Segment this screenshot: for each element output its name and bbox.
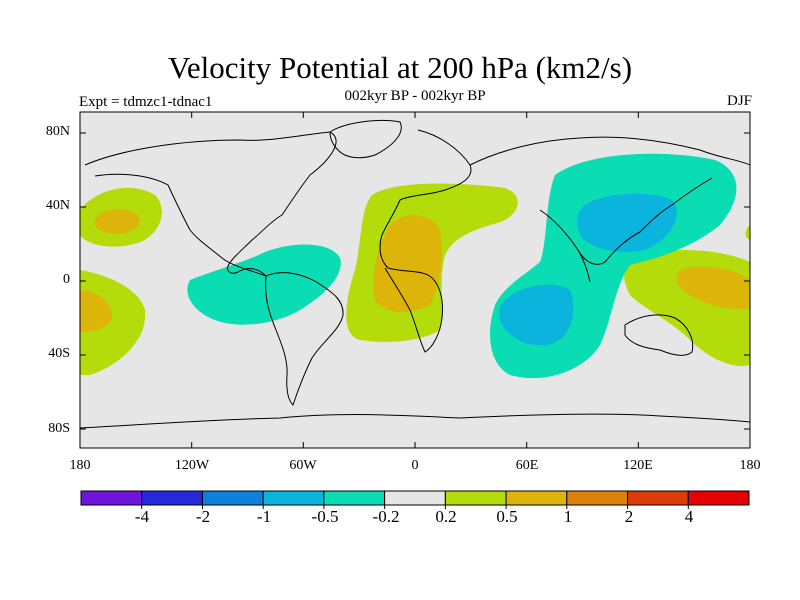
coast-greenland <box>329 119 402 159</box>
colorbar-swatch-5 <box>323 490 386 506</box>
coast-asia <box>469 136 751 283</box>
velocity-potential-field <box>80 153 750 379</box>
colorbar-label-6: 0.2 <box>435 507 457 526</box>
colorbar-swatch-4 <box>262 490 325 506</box>
negative-core-indian-ocean <box>499 284 574 346</box>
season-label: DJF <box>726 93 752 109</box>
colorbar-label-1: -4 <box>134 507 150 526</box>
colorbar-swatch-7 <box>444 490 507 506</box>
colorbar-swatch-1 <box>80 490 143 506</box>
lon-label-120w: 120W <box>174 458 210 473</box>
colorbar-swatch-10 <box>627 490 689 506</box>
lat-label-80s: 80S <box>48 421 70 436</box>
lon-label-120e: 120E <box>623 458 653 473</box>
coast-north-america <box>84 131 337 277</box>
lon-label-0: 0 <box>411 458 419 473</box>
lat-label-40s: 40S <box>48 346 70 361</box>
colorbar-label-3: -1 <box>256 507 272 526</box>
colorbar-label-8: 1 <box>563 507 573 526</box>
lon-label-180w: 180 <box>69 458 91 473</box>
latitude-ticks <box>80 132 750 430</box>
map-subtitle: 002kyr BP - 002kyr BP <box>344 88 486 104</box>
colorbar-swatch-6 <box>384 490 446 506</box>
colorbar-label-9: 2 <box>624 507 634 526</box>
map-title: Velocity Potential at 200 hPa (km2/s) <box>167 50 633 85</box>
colorbar-label-2: -2 <box>195 507 211 526</box>
colorbar-label-7: 0.5 <box>496 507 518 526</box>
colorbar-swatch-3 <box>201 490 264 506</box>
positive-core-e-pacific <box>80 290 112 332</box>
lat-label-eq: 0 <box>63 272 70 287</box>
lon-label-60w: 60W <box>289 458 317 473</box>
coast-australia <box>624 314 694 356</box>
coastlines <box>79 119 751 429</box>
colorbar-swatch-8 <box>505 490 568 506</box>
lon-label-60e: 60E <box>515 458 539 473</box>
colorbar-ticks <box>141 505 689 509</box>
colorbar-label-5: -0.2 <box>372 507 400 526</box>
positive-core-africa <box>373 214 442 312</box>
colorbar-label-10: 4 <box>684 507 694 526</box>
colorbar-label-4: -0.5 <box>311 507 339 526</box>
colorbar-swatch-9 <box>566 490 629 506</box>
lat-label-40n: 40N <box>45 198 70 213</box>
coast-south-america <box>265 272 344 406</box>
positive-core-w-pacific <box>676 266 750 310</box>
colorbar-swatch-11 <box>687 490 750 506</box>
colorbar-swatch-2 <box>141 490 203 506</box>
coast-antarctica <box>79 413 751 429</box>
coast-europe-africa <box>379 129 472 353</box>
experiment-label: Expt = tdmzc1-tdnac1 <box>79 94 213 110</box>
negative-region-caribbean <box>187 244 341 325</box>
lat-label-80n: 80N <box>45 124 70 139</box>
negative-core-asia <box>576 193 677 252</box>
lon-label-180e: 180 <box>739 458 761 473</box>
colorbar <box>80 490 750 506</box>
longitude-ticks <box>191 112 639 448</box>
positive-region-dateline-east <box>745 225 750 240</box>
positive-core-n-pacific <box>94 208 140 235</box>
